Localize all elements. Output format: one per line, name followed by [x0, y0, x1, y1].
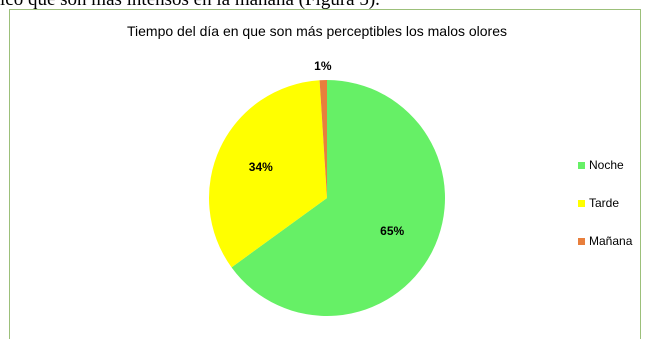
slice-label-noche: 65% — [380, 224, 404, 238]
pie-slice-manana — [319, 80, 327, 198]
legend-swatch-manana — [578, 237, 585, 245]
chart-legend: Noche Tarde Mañana — [578, 158, 632, 272]
document-text: ico que son más intensos en la mañana (F… — [0, 0, 380, 11]
legend-item-tarde: Tarde — [578, 196, 632, 210]
legend-label-noche: Noche — [589, 158, 624, 172]
legend-swatch-noche — [578, 161, 585, 169]
chart-title: Tiempo del día en que son más perceptibl… — [126, 23, 508, 39]
pie-slice-noche — [231, 80, 445, 317]
legend-swatch-tarde — [578, 199, 585, 207]
legend-label-manana: Mañana — [589, 234, 633, 248]
legend-item-manana: Mañana — [578, 234, 632, 248]
pie-slice-tarde — [209, 80, 327, 268]
slice-label-manana: 1% — [314, 59, 332, 73]
slice-label-tarde: 34% — [249, 160, 273, 174]
legend-item-noche: Noche — [578, 158, 632, 172]
legend-label-tarde: Tarde — [589, 196, 620, 210]
